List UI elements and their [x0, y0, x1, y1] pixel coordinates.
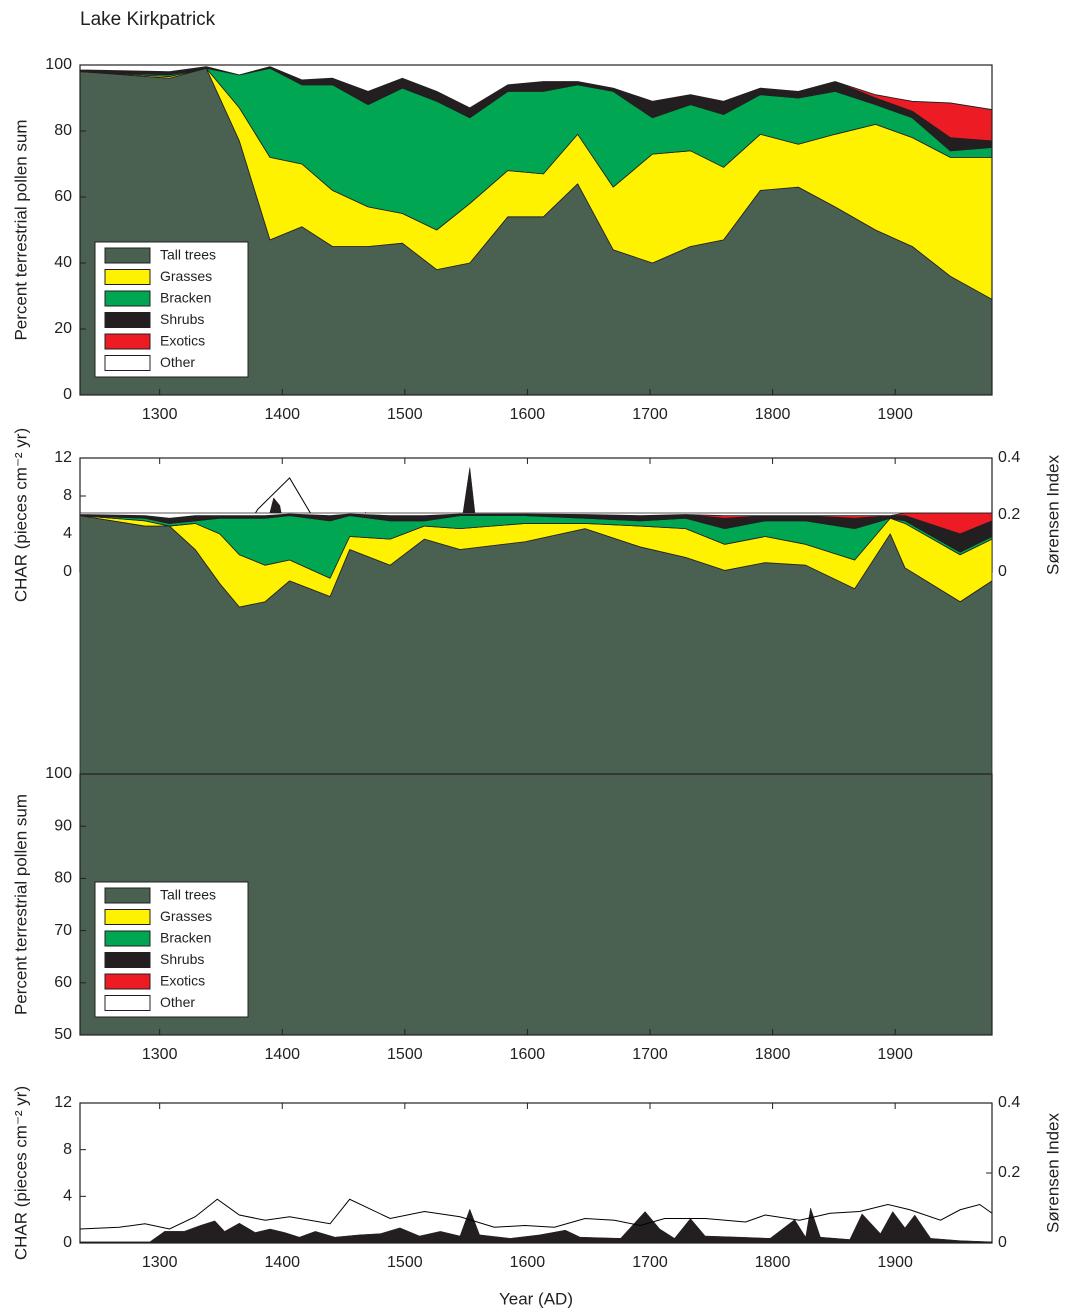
legend-swatch: [104, 909, 151, 925]
y2-axis-label: Sørensen Index: [1043, 1112, 1062, 1233]
x-tick-label: 1500: [387, 406, 423, 423]
x-tick-label: 1900: [877, 1254, 913, 1271]
x-axis-label: Year (AD): [499, 1289, 573, 1308]
y-tick-label: 8: [63, 1141, 72, 1158]
x-tick-label: 1800: [755, 1254, 791, 1271]
y-tick-label: 100: [45, 765, 72, 782]
legend: Tall trees Grasses Bracken Shrubs Exotics Oth…: [94, 881, 249, 1018]
chart-title: Lake Kirkpatrick: [80, 9, 216, 30]
x-tick-label: 1400: [264, 1254, 300, 1271]
x-tick-label: 1500: [387, 1046, 423, 1063]
legend-swatch: [104, 995, 151, 1011]
x-tick-label: 1400: [264, 1046, 300, 1063]
plot-frame: [79, 64, 993, 396]
x-tick-label: 1700: [632, 1046, 668, 1063]
legend-label: Bracken: [160, 290, 211, 306]
legend-label: Tall trees: [160, 247, 216, 263]
y-tick-label: 0: [63, 563, 72, 580]
y-axis-label: Percent terrestrial pollen sum: [11, 119, 30, 340]
x-tick-label: 1600: [510, 406, 546, 423]
legend-swatch: [104, 952, 151, 968]
legend-label: Grasses: [160, 268, 212, 284]
x-tick-label: 1400: [264, 406, 300, 423]
char-area: [79, 1207, 993, 1244]
x-tick-label: 1900: [877, 406, 913, 423]
y-tick-label: 12: [54, 449, 72, 466]
legend-box: [94, 241, 249, 378]
plot-frame: [79, 773, 993, 1036]
legend-label: Tall trees: [160, 887, 216, 903]
legend-label: Other: [160, 994, 195, 1010]
y-axis-label: Percent terrestrial pollen sum: [11, 794, 30, 1015]
x-tick-label: 1600: [510, 1046, 546, 1063]
x-tick-label: 1900: [877, 1046, 913, 1063]
legend-box: [94, 881, 249, 1018]
y2-axis-label: Sørensen Index: [1043, 454, 1062, 575]
y-tick-label: 70: [54, 922, 72, 939]
y2-tick-label: 0.4: [998, 1094, 1020, 1111]
y-tick-label: 12: [54, 1094, 72, 1111]
legend-label: Shrubs: [160, 951, 204, 967]
legend-swatch: [104, 247, 151, 264]
plot-frame: [79, 1102, 993, 1244]
y-tick-label: 80: [54, 122, 72, 139]
legend-swatch: [104, 973, 151, 990]
x-tick-label: 1700: [632, 406, 668, 423]
y-axis-label: CHAR (pieces cm⁻² yr): [11, 1086, 30, 1260]
legend-label: Other: [160, 354, 195, 370]
legend-label: Shrubs: [160, 311, 204, 327]
y2-tick-label: 0.4: [998, 449, 1020, 466]
legend-swatch: [104, 290, 151, 307]
legend-label: Exotics: [160, 973, 205, 989]
x-tick-label: 1500: [387, 1254, 423, 1271]
legend-swatch: [104, 887, 151, 904]
y-tick-label: 100: [45, 56, 72, 73]
y-tick-label: 90: [54, 817, 72, 834]
y-tick-label: 0: [63, 386, 72, 403]
y-tick-label: 60: [54, 974, 72, 991]
x-tick-label: 1600: [510, 1254, 546, 1271]
area-other: [79, 512, 993, 519]
x-tick-label: 1800: [755, 1046, 791, 1063]
y-tick-label: 0: [63, 1234, 72, 1251]
y-tick-label: 60: [54, 188, 72, 205]
y-tick-label: 4: [63, 1188, 72, 1205]
y2-tick-label: 0.2: [998, 506, 1020, 523]
legend-label: Grasses: [160, 908, 212, 924]
y2-tick-label: 0.2: [998, 1164, 1020, 1181]
y-axis-label: CHAR (pieces cm⁻² yr): [11, 428, 30, 602]
y-tick-label: 20: [54, 320, 72, 337]
legend: Tall trees Grasses Bracken Shrubs Exotics Oth…: [94, 241, 249, 378]
x-tick-label: 1300: [142, 1046, 178, 1063]
legend-swatch: [104, 269, 151, 285]
y-tick-label: 80: [54, 870, 72, 887]
y-tick-label: 50: [54, 1026, 72, 1043]
y2-tick-label: 0: [998, 1234, 1007, 1251]
sorensen-line: [79, 1198, 993, 1230]
legend-swatch: [104, 355, 151, 371]
legend-swatch: [104, 333, 151, 350]
legend-swatch: [104, 312, 151, 328]
legend-swatch: [104, 930, 151, 947]
y-tick-label: 8: [63, 487, 72, 504]
x-tick-label: 1700: [632, 1254, 668, 1271]
x-tick-label: 1300: [142, 406, 178, 423]
legend-label: Bracken: [160, 930, 211, 946]
x-tick-label: 1300: [142, 1254, 178, 1271]
y-tick-label: 4: [63, 525, 72, 542]
x-tick-label: 1800: [755, 406, 791, 423]
y2-tick-label: 0: [998, 563, 1007, 580]
y-tick-label: 40: [54, 254, 72, 271]
legend-label: Exotics: [160, 333, 205, 349]
